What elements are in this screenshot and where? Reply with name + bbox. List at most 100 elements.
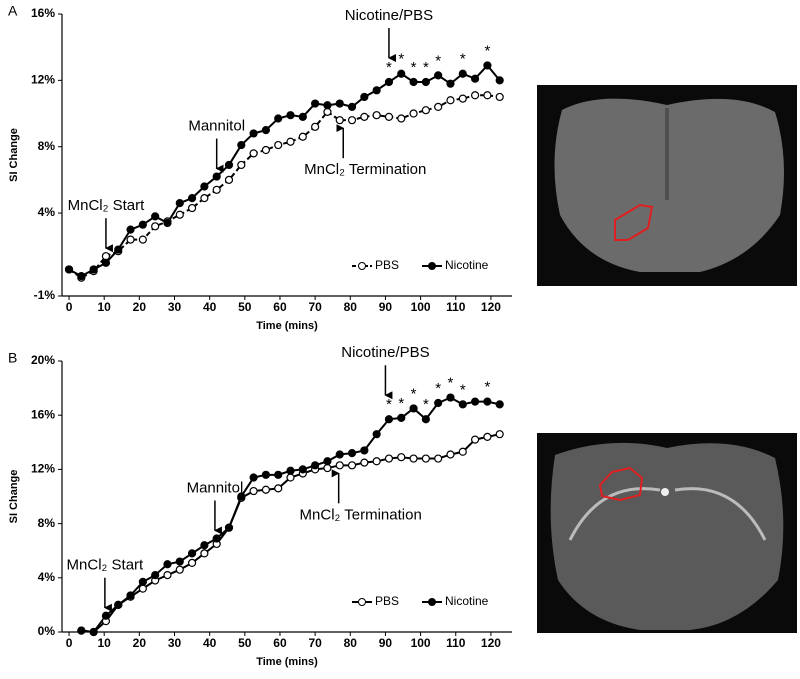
significance-marker: * [386,396,392,413]
brain-slice [554,98,784,272]
data-point [138,235,147,244]
data-point [274,114,283,123]
y-tick-label: 16% [31,407,55,421]
legend-label: Nicotine [445,258,489,272]
data-point [347,116,357,125]
x-tick-label: 40 [203,636,217,650]
annotation: MnCl₂ Termination [300,506,422,523]
significance-marker: * [448,375,454,392]
x-tick-label: 120 [481,636,501,650]
data-point [224,523,234,532]
data-point [249,473,258,482]
data-point [409,109,418,118]
data-point [138,577,147,586]
data-point [114,245,123,254]
significance-marker: * [435,52,441,69]
data-point [483,397,492,406]
data-point [397,453,406,462]
legend-label: Nicotine [445,594,489,608]
data-point [360,446,369,455]
data-point [274,484,283,493]
roi-outline [598,466,644,502]
data-point [434,454,443,463]
significance-marker: * [398,51,404,68]
data-point [187,194,197,203]
data-point [421,454,430,463]
data-point [187,549,197,558]
data-point [175,210,184,219]
data-point [298,465,307,474]
data-point [446,393,455,402]
data-point [237,160,246,170]
data-point [126,591,135,600]
data-point [434,102,443,111]
data-point [126,235,135,244]
data-point [101,252,111,261]
data-point [77,626,86,635]
x-axis-title: Time (mins) [256,656,318,668]
data-point [446,96,455,105]
data-point [384,415,394,424]
data-point [200,549,209,558]
data-point [249,149,258,158]
data-point [64,265,74,274]
data-point [237,140,246,150]
data-point [360,458,369,467]
data-point [446,79,455,88]
significance-marker: * [411,59,417,76]
data-point [286,137,295,146]
x-tick-label: 70 [308,300,322,314]
annotation: Mannitol [187,479,244,496]
significance-marker: * [435,380,441,397]
data-point [323,457,332,466]
x-tick-label: 100 [411,636,431,650]
legend-label: PBS [375,594,399,608]
data-point [151,570,160,580]
data-point [409,404,418,413]
data-point [261,126,271,135]
data-point [495,430,504,439]
data-point [163,570,172,580]
x-axis-title: Time (mins) [256,320,318,332]
y-tick-label: 8% [38,516,56,530]
significance-marker: * [423,396,429,413]
y-tick-label: 12% [31,73,55,87]
x-tick-label: 90 [379,300,393,314]
data-point [101,258,111,267]
y-tick-label: 4% [38,205,56,219]
data-point [360,112,369,121]
data-point [286,111,295,120]
significance-marker: * [484,42,490,59]
data-point [200,194,209,203]
data-point [372,111,381,120]
y-tick-label: 8% [38,139,56,153]
data-point [397,413,406,423]
y-tick-label: -1% [34,288,56,302]
series-line [81,396,500,634]
data-point [212,172,221,181]
data-point [360,92,369,102]
x-tick-label: 60 [273,300,287,314]
data-point [89,627,98,637]
x-tick-label: 20 [133,636,147,650]
data-point [274,140,283,150]
data-point [347,449,357,458]
panel-label: B [8,350,17,366]
data-point [409,77,418,87]
data-point [470,435,480,444]
legend-label: PBS [375,258,399,272]
annotation: Nicotine/PBS [345,7,433,24]
x-tick-label: 90 [379,636,393,650]
data-point [421,415,430,424]
roi-outline [614,203,654,241]
data-point [323,107,332,116]
x-tick-label: 0 [66,636,73,650]
data-point [311,99,320,108]
y-tick-label: 20% [31,353,55,367]
data-point [483,61,492,70]
x-tick-label: 40 [203,300,217,314]
data-point [495,76,504,85]
data-point [249,129,258,138]
data-point [372,457,381,466]
legend-marker [358,598,366,606]
